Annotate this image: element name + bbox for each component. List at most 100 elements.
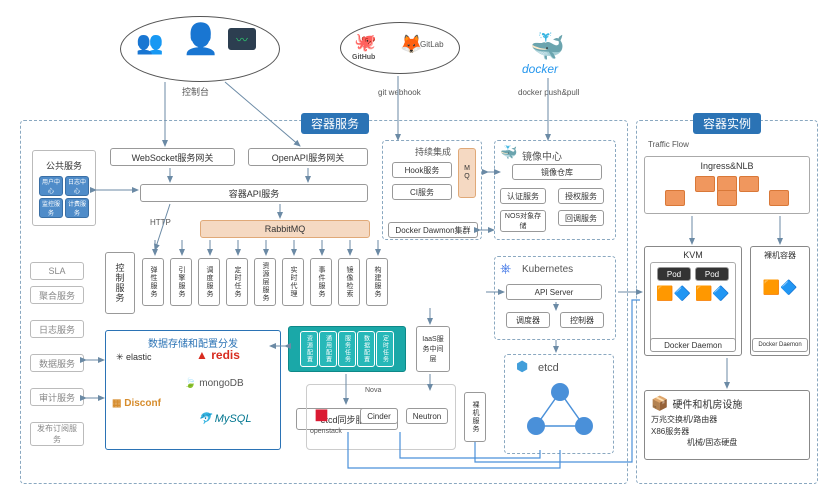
- ctrl-0[interactable]: 弹性服务: [142, 258, 164, 306]
- scheduler[interactable]: 调度器: [506, 312, 550, 328]
- bare-title: 裸机容器: [764, 250, 796, 261]
- gitlab-label: GitLab: [420, 40, 444, 49]
- elastic-icon: ✳ elastic: [116, 352, 152, 363]
- ctrl-2[interactable]: 调度服务: [198, 258, 220, 306]
- docker-icon: 🐳: [530, 30, 565, 63]
- github-icon: 🐙: [354, 32, 376, 53]
- reg-1[interactable]: 授权服务: [558, 188, 604, 204]
- teal-0[interactable]: 资源配置: [300, 331, 318, 367]
- openstack-label: openstack: [310, 428, 342, 435]
- user-icon: 👤: [182, 22, 219, 57]
- teal-2[interactable]: 服务任务: [338, 331, 356, 367]
- hw-title: 硬件和机房设施: [672, 396, 742, 411]
- ctrl-3[interactable]: 定时任务: [226, 258, 248, 306]
- container-api[interactable]: 容器API服务: [140, 184, 368, 202]
- hw-2: X86服务器: [651, 426, 689, 437]
- reg-0[interactable]: 认证服务: [500, 188, 546, 204]
- storage-box: 数据存储和配置分发: [105, 330, 281, 450]
- daemon-2[interactable]: Docker Daemon: [752, 338, 808, 352]
- ingress-rep-c: [768, 189, 790, 209]
- api-server[interactable]: API Server: [506, 284, 602, 300]
- git-webhook-label: git webhook: [378, 88, 421, 97]
- k8s-title: Kubernetes: [522, 264, 573, 275]
- kvm-title: KVM: [683, 250, 703, 260]
- side-pubsub[interactable]: 发布订阅服务: [30, 422, 84, 446]
- registry-icon: 🐳: [500, 144, 517, 161]
- docker-daemon-cluster[interactable]: Docker Dawmon集群: [388, 222, 478, 238]
- daemon-1[interactable]: Docker Daemon: [650, 338, 736, 352]
- ingress-rep-a: [664, 189, 686, 209]
- side-aggregate[interactable]: 聚合服务: [30, 286, 84, 304]
- control-title: 控制服务: [114, 263, 127, 303]
- openapi-gateway[interactable]: OpenAPI服务网关: [248, 148, 368, 166]
- etcd-title: etcd: [538, 362, 559, 374]
- pod-1: Pod: [657, 267, 691, 281]
- side-audit[interactable]: 审计服务: [30, 388, 84, 406]
- public-services: 公共服务 用户中心 日志中心 监控服务 计费服务: [32, 150, 96, 226]
- ctrl-1[interactable]: 引擎服务: [170, 258, 192, 306]
- service-title: 容器服务: [301, 113, 369, 134]
- kvm-inner: Pod Pod 🟧🔷 🟧🔷: [650, 262, 736, 346]
- side-log[interactable]: 日志服务: [30, 320, 84, 338]
- hw-icon: 📦: [651, 395, 668, 412]
- reg-3[interactable]: 回调服务: [558, 210, 604, 226]
- mongodb-icon: 🍃 mongoDB: [184, 378, 244, 389]
- side-data[interactable]: 数据服务: [30, 354, 84, 372]
- ci-svc[interactable]: CI服务: [392, 184, 452, 200]
- side-sla[interactable]: SLA: [30, 262, 84, 280]
- hw-1: 万兆交换机/路由器: [651, 414, 717, 425]
- redis-icon: ▲ redis: [196, 348, 240, 362]
- monitor-icon: 〰: [228, 28, 256, 50]
- teal-3[interactable]: 数据配置: [357, 331, 375, 367]
- mq-box[interactable]: MQ: [458, 148, 476, 198]
- ctrl-8[interactable]: 构建服务: [366, 258, 388, 306]
- iaas-box[interactable]: IaaS服务中间层: [416, 326, 450, 372]
- etcd-icon: ⬢: [516, 358, 528, 375]
- teal-1[interactable]: 通用配置: [319, 331, 337, 367]
- pod-2: Pod: [695, 267, 729, 281]
- ctrl-7[interactable]: 镜像检索: [338, 258, 360, 306]
- traffic-label: Traffic Flow: [648, 140, 689, 149]
- control-services: 控制服务: [105, 252, 135, 314]
- public-item-0[interactable]: 用户中心: [39, 176, 63, 196]
- docker-label: docker: [522, 62, 558, 76]
- hook-svc[interactable]: Hook服务: [392, 162, 452, 178]
- reg-2[interactable]: NOS对象存储: [500, 210, 546, 232]
- bare-proxy[interactable]: 裸机服务: [464, 392, 486, 442]
- hw-3: 机械/固态硬盘: [687, 437, 737, 448]
- github-label: GitHub: [352, 54, 375, 61]
- websocket-gateway[interactable]: WebSocket服务网关: [110, 148, 235, 166]
- teal-group: 资源配置 通用配置 服务任务 数据配置 定时任务: [288, 326, 406, 372]
- etcd-cluster-icon: [520, 378, 600, 448]
- public-title: 公共服务: [46, 159, 82, 172]
- instance-title: 容器实例: [693, 113, 761, 134]
- controller[interactable]: 控制器: [560, 312, 604, 328]
- k8s-icon: ⎈: [500, 260, 511, 277]
- docker-action-label: docker push&pull: [518, 88, 579, 97]
- cinder[interactable]: Cinder: [360, 408, 398, 424]
- public-item-3[interactable]: 计费服务: [65, 198, 89, 218]
- teal-4[interactable]: 定时任务: [376, 331, 394, 367]
- openstack-icon: ◼: [314, 404, 329, 425]
- hardware-box: 📦 硬件和机房设施 万兆交换机/路由器 X86服务器 机械/固态硬盘: [644, 390, 810, 460]
- console-label: 控制台: [182, 85, 209, 98]
- ingress-title: Ingress&NLB: [700, 161, 753, 171]
- people-icon: 👥: [136, 30, 163, 56]
- mysql-icon: 🐬 MySQL: [198, 412, 251, 425]
- rabbitmq[interactable]: RabbitMQ: [200, 220, 370, 238]
- ctrl-4[interactable]: 资源层服务: [254, 258, 276, 306]
- public-item-2[interactable]: 监控服务: [39, 198, 63, 218]
- ingress-rep-b: [716, 189, 738, 209]
- ctrl-5[interactable]: 实时代理: [282, 258, 304, 306]
- cube-icons-2: 🟧🔷: [763, 279, 798, 296]
- public-item-1[interactable]: 日志中心: [65, 176, 89, 196]
- disconf-icon: ▦ Disconf: [112, 398, 161, 409]
- ci-title: 持续集成: [415, 145, 451, 158]
- http-label: HTTP: [150, 218, 171, 227]
- nova-label: Nova: [365, 387, 381, 394]
- registry-title: 镜像中心: [522, 148, 562, 163]
- repo-box[interactable]: 镜像仓库: [512, 164, 602, 180]
- neutron[interactable]: Neutron: [406, 408, 448, 424]
- cube-icons-1: 🟧🔷 🟧🔷: [656, 285, 730, 302]
- ctrl-6[interactable]: 事件服务: [310, 258, 332, 306]
